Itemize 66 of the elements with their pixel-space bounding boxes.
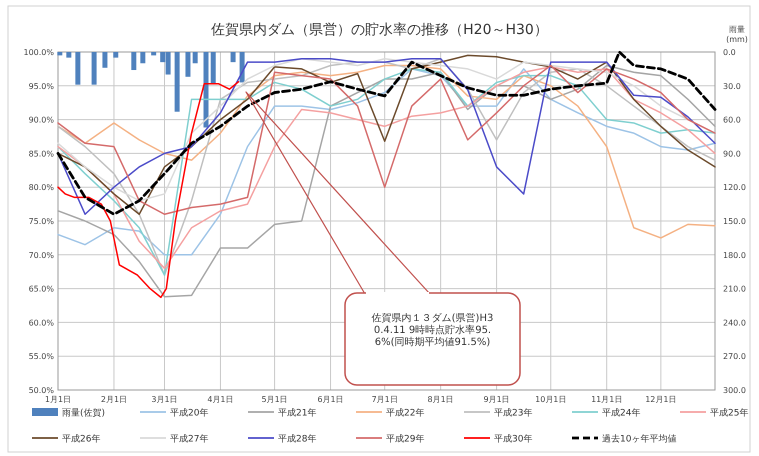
- legend-label: 平成21年: [278, 408, 316, 418]
- bar: [113, 52, 118, 58]
- bar: [185, 52, 190, 77]
- y-tick-label: 70.0%: [28, 250, 54, 260]
- y-tick-label: 55.0%: [28, 352, 54, 362]
- y2-tick-label: 30.0: [723, 82, 741, 91]
- y2-tick-label: 90.0: [723, 149, 741, 158]
- y-tick-label: 75.0%: [28, 217, 54, 226]
- x-tick-label: 12月1日: [645, 395, 676, 404]
- y-tick-label: 100.0%: [23, 48, 54, 57]
- legend-label: 平成23年: [494, 408, 532, 418]
- legend-label: 過去10ヶ年平均値: [602, 434, 676, 444]
- y2-tick-label: 60.0: [723, 116, 741, 125]
- y2-tick-label: 120.0: [723, 183, 746, 192]
- bar: [75, 52, 80, 85]
- bar: [66, 52, 72, 58]
- y2-tick-label: 180.0: [723, 250, 746, 260]
- bar: [204, 52, 209, 128]
- x-tick-label: 10月1日: [535, 395, 566, 404]
- bar: [131, 52, 136, 70]
- y2-tick-label: 0.0: [723, 48, 736, 57]
- x-tick-label: 4月1日: [207, 395, 234, 404]
- chart-title: 佐賀県内ダム（県営）の貯水率の推移（H20～H30）: [211, 22, 548, 38]
- legend-label: 平成27年: [170, 434, 208, 444]
- legend-label: 雨量(佐賀): [62, 408, 106, 418]
- legend-label: 平成29年: [386, 434, 424, 444]
- bar: [151, 52, 156, 56]
- x-tick-label: 6月1日: [317, 395, 344, 404]
- y-tick-label: 95.0%: [28, 82, 54, 91]
- bar: [210, 52, 216, 84]
- x-tick-label: 3月1日: [151, 395, 178, 404]
- y2-tick-label: 300.0: [723, 386, 746, 395]
- x-tick-label: 8月1日: [428, 395, 454, 404]
- line-series: [57, 80, 240, 298]
- bar: [174, 52, 180, 112]
- y2-tick-label: 270.0: [723, 352, 746, 362]
- legend-label: 平成22年: [386, 408, 424, 418]
- y-tick-label: 85.0%: [28, 149, 54, 158]
- y2-tick-label: 210.0: [723, 284, 746, 294]
- legend-label: 平成30年: [494, 434, 532, 444]
- x-tick-label: 1月1日: [44, 395, 72, 404]
- bar: [92, 52, 97, 85]
- legend-label: 平成26年: [62, 434, 100, 444]
- y2-tick-label: 240.0: [723, 318, 746, 328]
- bar: [102, 52, 108, 68]
- y-tick-label: 60.0%: [28, 318, 54, 328]
- y-tick-label: 50.0%: [28, 386, 54, 395]
- annotation: 佐賀県内１３ダム(県営)H30.4.11 9時時点貯水率95.6%(同時期平均値91.5%): [370, 313, 494, 349]
- bar: [57, 52, 62, 56]
- legend-label: 平成20年: [170, 408, 208, 418]
- legend-label: 平成28年: [278, 434, 316, 444]
- x-tick-label: 2月1日: [100, 395, 128, 404]
- x-tick-label: 5月1日: [262, 395, 288, 404]
- bar: [230, 52, 236, 62]
- bar: [140, 52, 146, 64]
- y2-axis-title: 雨量 (mm): [726, 25, 748, 44]
- x-tick-label: 7月1日: [372, 395, 398, 404]
- x-tick-label: 9月1日: [484, 395, 510, 404]
- y-tick-label: 90.0%: [28, 116, 54, 125]
- y-tick-label: 65.0%: [28, 284, 54, 294]
- y2-tick-label: 150.0: [723, 217, 746, 226]
- bar: [192, 52, 198, 64]
- x-tick-label: 11月1日: [591, 395, 622, 404]
- legend-label: 平成24年: [602, 408, 640, 418]
- legend-label: 平成25年: [710, 408, 748, 418]
- y-tick-label: 80.0%: [28, 183, 54, 192]
